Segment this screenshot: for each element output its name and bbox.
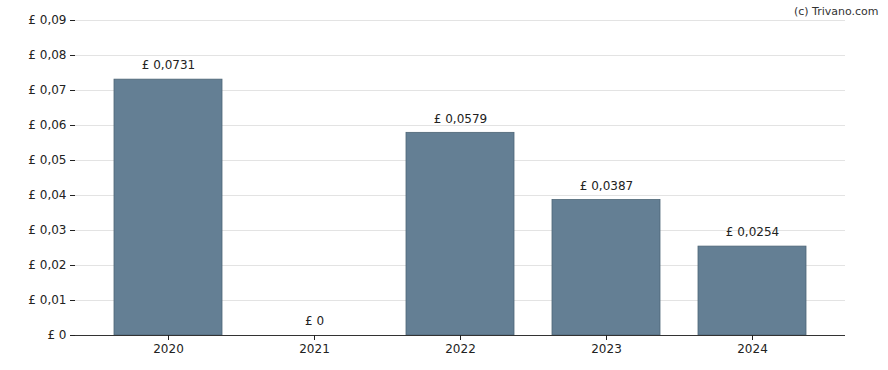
svg-text:£ 0,0579: £ 0,0579 [434,112,487,126]
svg-text:£ 0,05: £ 0,05 [28,153,66,167]
svg-text:£ 0,02: £ 0,02 [28,258,66,272]
svg-text:£ 0,0254: £ 0,0254 [726,225,779,239]
svg-text:£ 0,07: £ 0,07 [28,83,66,97]
svg-text:£ 0,01: £ 0,01 [28,293,66,307]
svg-text:2023: 2023 [591,342,622,356]
svg-text:2022: 2022 [445,342,476,356]
svg-text:£ 0,06: £ 0,06 [28,118,66,132]
svg-text:(c) Trivano.com: (c) Trivano.com [794,5,879,18]
svg-text:£ 0,03: £ 0,03 [28,223,66,237]
svg-text:£ 0: £ 0 [47,328,66,342]
svg-text:£ 0,0387: £ 0,0387 [580,179,633,193]
svg-text:£ 0,04: £ 0,04 [28,188,66,202]
svg-text:2024: 2024 [737,342,768,356]
svg-text:£ 0,0731: £ 0,0731 [142,58,195,72]
svg-text:£ 0,09: £ 0,09 [28,13,66,27]
svg-text:2021: 2021 [299,342,330,356]
svg-text:£ 0,08: £ 0,08 [28,48,66,62]
svg-text:£ 0: £ 0 [305,314,324,328]
svg-text:2020: 2020 [153,342,184,356]
